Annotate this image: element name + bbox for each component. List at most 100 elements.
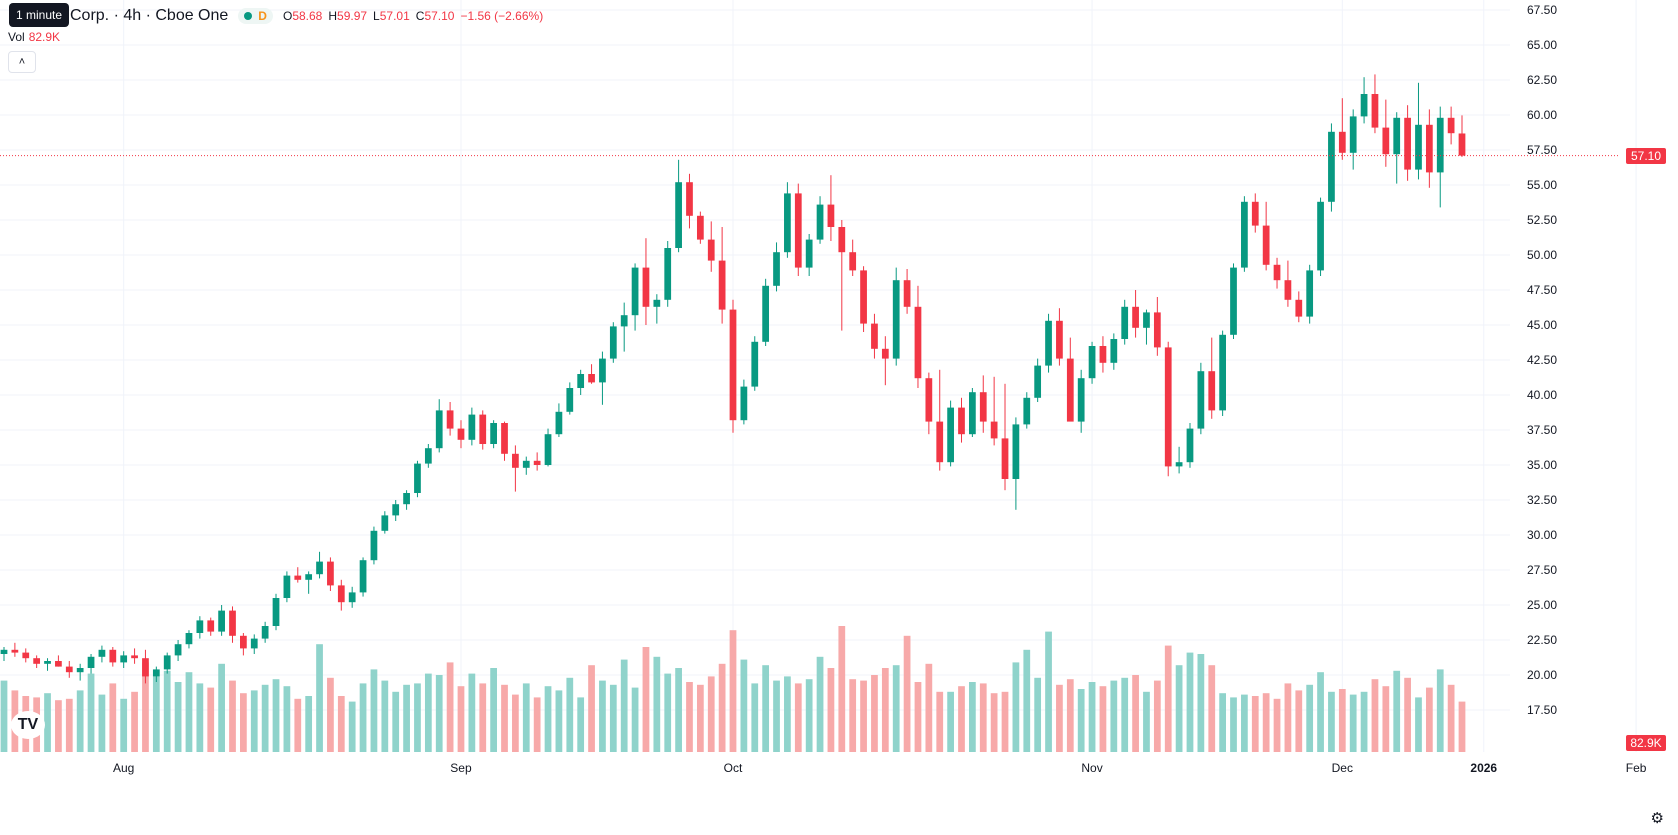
candle-body (414, 463, 421, 493)
volume-bar (1034, 677, 1042, 752)
volume-bar (359, 683, 367, 752)
candle-body (1230, 267, 1237, 335)
volume-bar (414, 683, 421, 752)
candle-body (936, 421, 944, 463)
candle-body (1262, 225, 1270, 265)
volume-bar (1066, 679, 1074, 752)
volume-bar (1208, 665, 1216, 752)
price-tick-label: 35.00 (1527, 458, 1557, 472)
candle-body (435, 410, 443, 449)
volume-bar (1153, 680, 1161, 752)
volume-bar (1317, 672, 1324, 752)
market-open-dot-icon (244, 12, 253, 20)
volume-bar (87, 673, 95, 752)
candle-body (871, 323, 878, 349)
candle-body (1208, 371, 1216, 411)
candle-body (1306, 270, 1314, 317)
price-tick-label: 55.00 (1527, 178, 1557, 192)
volume-bar (577, 697, 585, 752)
candle-body (196, 620, 204, 633)
candle-body (827, 204, 835, 227)
volume-bar (707, 676, 715, 752)
candle-body (348, 592, 356, 603)
price-tick-label: 20.00 (1527, 668, 1557, 682)
candle-body (686, 182, 693, 216)
volume-axis-label: 82.9K (1626, 735, 1666, 751)
tradingview-logo-icon[interactable]: TV (11, 711, 45, 739)
volume-bar (435, 675, 443, 752)
volume-bar (871, 675, 878, 752)
gear-icon[interactable]: ⚙ (1650, 810, 1664, 827)
volume-bar (1328, 691, 1335, 752)
volume-bar (1273, 698, 1281, 752)
volume-bar (370, 669, 378, 752)
candle-body (218, 610, 225, 632)
volume-bar (1045, 631, 1052, 752)
symbol-name[interactable]: Corp. · 4h · Cboe One (70, 7, 229, 24)
candle-body (1023, 397, 1031, 425)
volume-bar (272, 679, 280, 752)
volume-bar (686, 682, 693, 752)
candle-body (707, 239, 715, 261)
volume-bar (1262, 693, 1270, 752)
candle-body (174, 644, 182, 656)
candle-body (664, 248, 672, 300)
volume-bar (1077, 689, 1085, 752)
candle-body (240, 635, 247, 649)
candle-body (131, 655, 138, 659)
volume-bar (1186, 652, 1194, 752)
volume-bar (142, 662, 149, 752)
ohlc-close: C57.10 (415, 9, 455, 23)
market-status-badge[interactable]: D (238, 8, 273, 24)
candle-body (675, 182, 682, 248)
candle-body (1001, 438, 1009, 479)
volume-bar (1023, 649, 1031, 752)
volume-legend: Vol 82.9K (8, 30, 60, 44)
candle-body (1415, 124, 1422, 170)
candlestick-series (0, 74, 1466, 684)
volume-bar (784, 676, 791, 752)
candle-body (1219, 334, 1226, 411)
volume-bar (1121, 677, 1129, 752)
volume-bar (1164, 645, 1172, 752)
volume-bar (185, 672, 193, 752)
volume-bar (1393, 670, 1401, 752)
price-change: −1.56 (−2.66%) (460, 9, 544, 23)
candle-body (1099, 346, 1107, 363)
candle-body (1197, 371, 1205, 429)
volume-bar (794, 683, 802, 752)
candle-body (1371, 94, 1379, 128)
candle-body (892, 280, 900, 359)
volume-bar (838, 626, 846, 752)
volume-bar (1306, 684, 1314, 752)
candle-body (642, 267, 650, 307)
candle-body (762, 285, 770, 342)
volume-bar (1447, 684, 1455, 752)
candle-body (87, 656, 95, 668)
volume-bar (696, 684, 704, 752)
volume-bar (98, 694, 106, 752)
candle-body (784, 193, 791, 253)
candle-body (1404, 117, 1411, 170)
candle-body (1284, 280, 1292, 300)
candle-body (1251, 201, 1259, 226)
volume-bar (544, 686, 552, 752)
candle-body (1132, 306, 1139, 328)
volume-bar (316, 644, 323, 752)
volume-bar (163, 670, 171, 752)
candle-body (914, 306, 922, 379)
volume-bar (44, 693, 51, 752)
volume-bar (664, 673, 672, 752)
candle-body (588, 374, 595, 383)
candle-body (229, 610, 236, 636)
volume-bar (261, 684, 269, 752)
candle-body (860, 270, 867, 324)
volume-bar (1338, 689, 1346, 752)
candle-body (479, 414, 487, 444)
volume-bar (218, 663, 225, 752)
volume-bar (327, 677, 334, 752)
candle-body (1077, 378, 1085, 422)
collapse-legend-button[interactable]: ˄ (8, 51, 36, 73)
candle-body (11, 649, 19, 653)
